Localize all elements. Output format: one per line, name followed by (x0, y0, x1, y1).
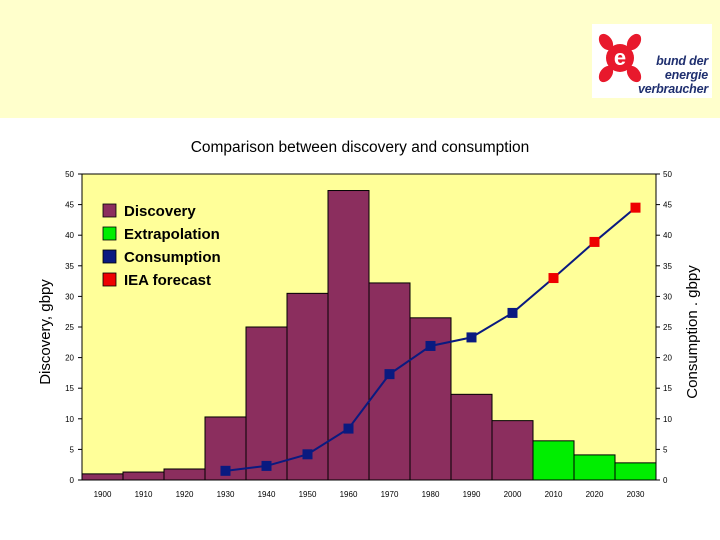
x-tick-label: 1980 (422, 490, 440, 499)
discovery-bar (122, 471, 165, 481)
x-tick-label: 2000 (504, 490, 522, 499)
y-tick-label-left: 40 (65, 231, 74, 240)
y-tick-label-left: 5 (70, 445, 75, 454)
x-tick-label: 1950 (299, 490, 317, 499)
discovery-bar (491, 420, 534, 481)
y-tick-label-right: 15 (663, 384, 672, 393)
y-tick-label-left: 30 (65, 292, 74, 301)
y-tick-label-right: 5 (663, 445, 668, 454)
chart-legend: Discovery Extrapolation Consumption IEA for… (102, 203, 221, 289)
x-tick-label: 2020 (586, 490, 604, 499)
y-tick-label-left: 20 (65, 354, 74, 363)
logo-text-line1: bund der (656, 54, 708, 68)
y-tick-label-left: 15 (65, 384, 74, 393)
consumption-marker (220, 465, 231, 476)
y-tick-label-right: 50 (663, 170, 672, 179)
extrapolation-bar (573, 454, 616, 481)
y-tick-label-left: 0 (70, 476, 75, 485)
discovery-bar (81, 473, 124, 481)
y-tick-label-right: 35 (663, 262, 672, 271)
x-tick-label: 1970 (381, 490, 399, 499)
y-axis-left-label: Discovery, gbpy (37, 279, 54, 385)
consumption-marker (261, 460, 272, 471)
legend-swatch-consumption (102, 249, 117, 264)
y-tick-label-right: 45 (663, 201, 672, 210)
y-tick-label-left: 25 (65, 323, 74, 332)
discovery-bar (450, 393, 493, 481)
x-tick-label: 1930 (217, 490, 235, 499)
consumption-marker (343, 423, 354, 434)
y-tick-label-left: 45 (65, 201, 74, 210)
discovery-bar (286, 292, 329, 481)
x-tick-label: 1900 (94, 490, 112, 499)
legend-label-iea-forecast: IEA forecast (124, 272, 211, 289)
extrapolation-bar (532, 440, 575, 481)
y-tick-label-right: 40 (663, 231, 672, 240)
x-tick-label: 2030 (627, 490, 645, 499)
y-tick-label-right: 10 (663, 415, 672, 424)
consumption-marker (384, 369, 395, 380)
iea-forecast-marker (630, 202, 641, 213)
x-tick-label: 1940 (258, 490, 276, 499)
y-tick-label-left: 50 (65, 170, 74, 179)
legend-label-extrapolation: Extrapolation (124, 226, 220, 243)
x-tick-label: 1920 (176, 490, 194, 499)
logo-text-line2: energie (664, 68, 708, 82)
bund-der-energieverbraucher-logo: e bund der energie verbraucher (592, 24, 712, 98)
x-tick-label: 2010 (545, 490, 563, 499)
consumption-marker (302, 449, 313, 460)
legend-label-discovery: Discovery (124, 203, 196, 220)
discovery-bar (368, 282, 411, 481)
y-tick-label-right: 25 (663, 323, 672, 332)
legend-swatch-discovery (102, 203, 117, 218)
y-axis-right-label: Consumption . gbpy (684, 265, 701, 399)
logo-hands-icon: e (598, 33, 642, 83)
y-tick-label-right: 0 (663, 476, 668, 485)
consumption-marker (466, 332, 477, 343)
x-tick-label: 1910 (135, 490, 153, 499)
iea-forecast-marker (589, 236, 600, 247)
y-tick-label-right: 30 (663, 292, 672, 301)
extrapolation-bar (614, 462, 657, 481)
chart-title: Comparison between discovery and consump… (191, 139, 530, 156)
iea-forecast-marker (548, 273, 559, 284)
legend-label-consumption: Consumption (124, 249, 221, 266)
logo-text-line3: verbraucher (637, 82, 708, 96)
consumption-marker (425, 340, 436, 351)
svg-text:e: e (614, 45, 626, 70)
y-tick-label-left: 10 (65, 415, 74, 424)
y-tick-label-right: 20 (663, 354, 672, 363)
y-tick-label-left: 35 (65, 262, 74, 271)
legend-swatch-iea-forecast (102, 272, 117, 287)
consumption-marker (507, 307, 518, 318)
legend-swatch-extrapolation (102, 226, 117, 241)
discovery-bar (245, 326, 288, 481)
x-tick-label: 1960 (340, 490, 358, 499)
x-tick-label: 1990 (463, 490, 481, 499)
discovery-bar (163, 468, 206, 481)
